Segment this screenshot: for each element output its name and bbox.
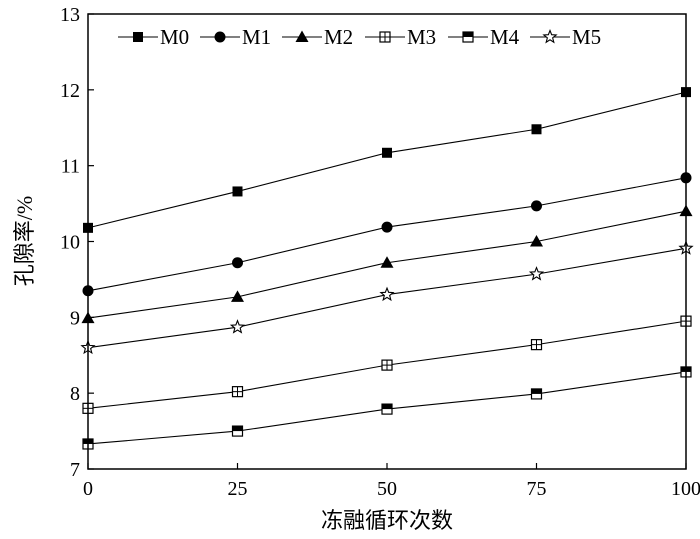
- legend-label-m4: M4: [490, 25, 520, 49]
- legend-label-m1: M1: [242, 25, 271, 49]
- data-point-m1: [531, 200, 542, 212]
- legend-item-m2: M2: [282, 25, 353, 49]
- data-point-m5: [229, 319, 246, 334]
- data-point-m1: [232, 257, 243, 269]
- legend-label-m2: M2: [324, 25, 353, 49]
- y-tick-label: 13: [60, 4, 80, 26]
- y-axis-title: 孔隙率/%: [12, 196, 37, 286]
- data-point-m0: [531, 124, 542, 135]
- x-tick-label: 75: [527, 478, 547, 500]
- x-tick-label: 25: [228, 478, 248, 500]
- data-point-m3: [530, 339, 543, 351]
- legend-item-m3: M3: [365, 25, 436, 49]
- legend-marker-m2: [295, 30, 309, 42]
- data-point-m4: [530, 388, 543, 400]
- series-m1: [82, 172, 692, 297]
- data-point-m2: [530, 235, 543, 247]
- legend-marker-m3: [379, 31, 391, 43]
- x-axis-title: 冻融循环次数: [321, 508, 453, 533]
- legend-item-m0: M0: [118, 25, 189, 49]
- data-point-m5: [379, 286, 395, 302]
- series-line-m1: [87, 177, 687, 292]
- legend-item-m1: M1: [200, 25, 271, 49]
- y-tick-label: 9: [70, 307, 80, 329]
- series-m4: [82, 366, 692, 450]
- x-tick-label: 100: [671, 478, 700, 500]
- legend-item-m5: M5: [530, 25, 601, 49]
- legend: M0 M1 M2 M3 M4 M5: [118, 25, 601, 49]
- y-tick-label: 8: [70, 383, 80, 405]
- series-m3: [82, 315, 692, 414]
- legend-label-m0: M0: [160, 25, 189, 49]
- data-point-m3: [231, 386, 244, 398]
- x-tick-label: 0: [83, 478, 93, 500]
- data-point-m4: [381, 403, 393, 415]
- y-tick-label: 10: [60, 232, 80, 254]
- data-point-m0: [232, 186, 243, 197]
- data-point-m0: [382, 147, 392, 158]
- y-axis-ticks: 7 8 9 10 11 12 13: [60, 4, 94, 481]
- data-point-m5: [528, 266, 545, 281]
- data-point-m4: [231, 425, 244, 437]
- data-point-m2: [231, 290, 244, 302]
- x-axis-ticks: 0 25 50 75 100: [83, 463, 700, 500]
- legend-item-m4: M4: [448, 25, 520, 49]
- series-m0: [83, 87, 691, 233]
- legend-label-m3: M3: [407, 25, 436, 49]
- legend-label-m5: M5: [572, 25, 601, 49]
- y-tick-label: 7: [70, 459, 80, 481]
- data-point-m2: [380, 256, 394, 268]
- legend-marker-m1: [214, 31, 226, 43]
- data-point-m3: [381, 359, 393, 371]
- plot-frame: [87, 13, 687, 470]
- plot-area: [80, 87, 694, 450]
- series-line-m0: [87, 91, 687, 229]
- y-tick-label: 11: [61, 156, 80, 178]
- legend-marker-m5: [542, 28, 558, 44]
- y-tick-label: 12: [60, 80, 80, 102]
- data-point-m1: [381, 221, 393, 233]
- x-tick-label: 50: [377, 478, 397, 500]
- legend-marker-m0: [133, 32, 143, 42]
- legend-marker-m4: [462, 31, 474, 43]
